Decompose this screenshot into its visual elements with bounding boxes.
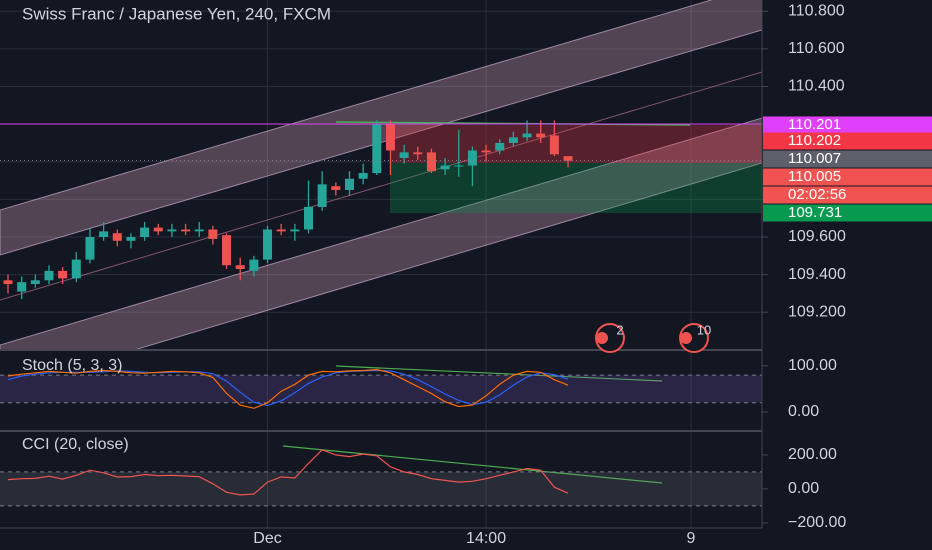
- chart-title: Swiss Franc / Japanese Yen, 240, FXCM: [22, 4, 331, 23]
- y-tick-label: 0.00: [788, 403, 819, 420]
- candle-body: [44, 270, 54, 281]
- candle-body: [536, 133, 546, 138]
- y-tick-label: 0.00: [788, 480, 819, 497]
- candle-body: [153, 227, 163, 232]
- indicator-band: [0, 471, 762, 506]
- price-tag: [763, 150, 932, 168]
- candle-body: [385, 124, 395, 151]
- price-tag-label: 02:02:56: [788, 186, 846, 203]
- divergence-line: [282, 445, 663, 484]
- y-tick-label: 109.400: [788, 266, 846, 283]
- axis-layer: 109.200109.400109.600109.800110.000110.2…: [762, 3, 846, 531]
- x-tick-label: Dec: [253, 530, 281, 547]
- candle-body: [454, 165, 464, 167]
- candle-body: [495, 142, 505, 151]
- price-tag-label: 110.201: [788, 116, 841, 133]
- price-tag-label: 110.202: [788, 132, 841, 149]
- candle-body: [413, 152, 423, 155]
- candle-body: [290, 229, 300, 232]
- price-tag: [763, 116, 932, 134]
- candle-body: [235, 265, 245, 269]
- divergence-line: [335, 365, 663, 382]
- candle-body: [426, 152, 436, 172]
- y-tick-label: 109.200: [788, 303, 846, 320]
- price-tag: [763, 204, 932, 222]
- cci-drawings: [282, 445, 663, 484]
- candle-body: [549, 135, 559, 155]
- pane: [0, 120, 762, 300]
- event-label[interactable]: 2: [616, 322, 623, 337]
- candle-body: [276, 229, 286, 232]
- y-tick-label: −200.00: [788, 514, 846, 531]
- price-tag-label: 110.005: [788, 168, 841, 185]
- candle-body: [30, 280, 40, 285]
- pane-title: Stoch (5, 3, 3): [22, 357, 123, 374]
- candle-body: [317, 184, 327, 207]
- candle-body: [331, 186, 341, 190]
- candle-body: [208, 229, 218, 239]
- y-tick-label: 110.400: [788, 78, 845, 95]
- pane-title: CCI (20, close): [22, 436, 129, 453]
- candle-body: [344, 178, 354, 190]
- candle-body: [194, 229, 204, 232]
- position-stop-zone: [390, 125, 762, 163]
- price-tag-label: 110.007: [788, 150, 841, 167]
- candle-body: [126, 237, 136, 241]
- pane: [0, 449, 762, 507]
- indicator-line: [7, 368, 569, 409]
- indicator-line: [7, 449, 569, 496]
- candle-body: [304, 206, 314, 230]
- y-tick-label: 110.800: [788, 3, 845, 20]
- candle-body: [112, 233, 122, 241]
- candle-body: [3, 280, 13, 285]
- candle-body: [222, 235, 232, 266]
- candle-body: [372, 124, 382, 174]
- candle-body: [508, 137, 518, 143]
- candle-body: [85, 237, 95, 260]
- candle-body: [481, 150, 491, 153]
- candle-body: [71, 259, 81, 279]
- indicator-band: [0, 375, 762, 403]
- candle-body: [140, 227, 150, 238]
- price-tag: [763, 132, 932, 150]
- candle-body: [440, 165, 450, 170]
- channel-median: [0, 71, 762, 301]
- event-marker-dot[interactable]: [680, 332, 692, 344]
- event-label[interactable]: 10: [697, 322, 711, 337]
- candle-body: [263, 229, 273, 260]
- label-layer: Swiss Franc / Japanese Yen, 240, FXCM St…: [22, 4, 932, 547]
- stoch-drawings: [335, 365, 663, 382]
- price-tag: [763, 186, 932, 204]
- price-tag: [763, 168, 932, 186]
- candle-body: [358, 173, 368, 179]
- data-layer: [0, 120, 762, 507]
- channel-lower-band: [0, 117, 762, 349]
- candle-body: [58, 270, 68, 279]
- candle-body: [181, 229, 191, 232]
- event-marker-dot[interactable]: [596, 332, 608, 344]
- candle-body: [522, 133, 532, 138]
- candle-body: [563, 156, 573, 161]
- x-tick-label: 14:00: [466, 530, 506, 547]
- position-target-zone: [390, 163, 762, 213]
- candle-body: [167, 229, 177, 232]
- x-tick-label: 9: [687, 530, 696, 547]
- candle-body: [467, 150, 477, 166]
- candle-body: [399, 152, 409, 159]
- price-tag-label: 109.731: [788, 204, 842, 221]
- y-tick-label: 200.00: [788, 446, 837, 463]
- candle-body: [249, 259, 259, 271]
- candle-body: [99, 231, 109, 238]
- time-axis: [0, 528, 932, 550]
- y-tick-label: 109.600: [788, 228, 846, 245]
- candle-body: [17, 282, 27, 292]
- y-tick-label: 110.600: [788, 40, 845, 57]
- pane: [0, 368, 762, 409]
- y-tick-label: 100.00: [788, 357, 837, 374]
